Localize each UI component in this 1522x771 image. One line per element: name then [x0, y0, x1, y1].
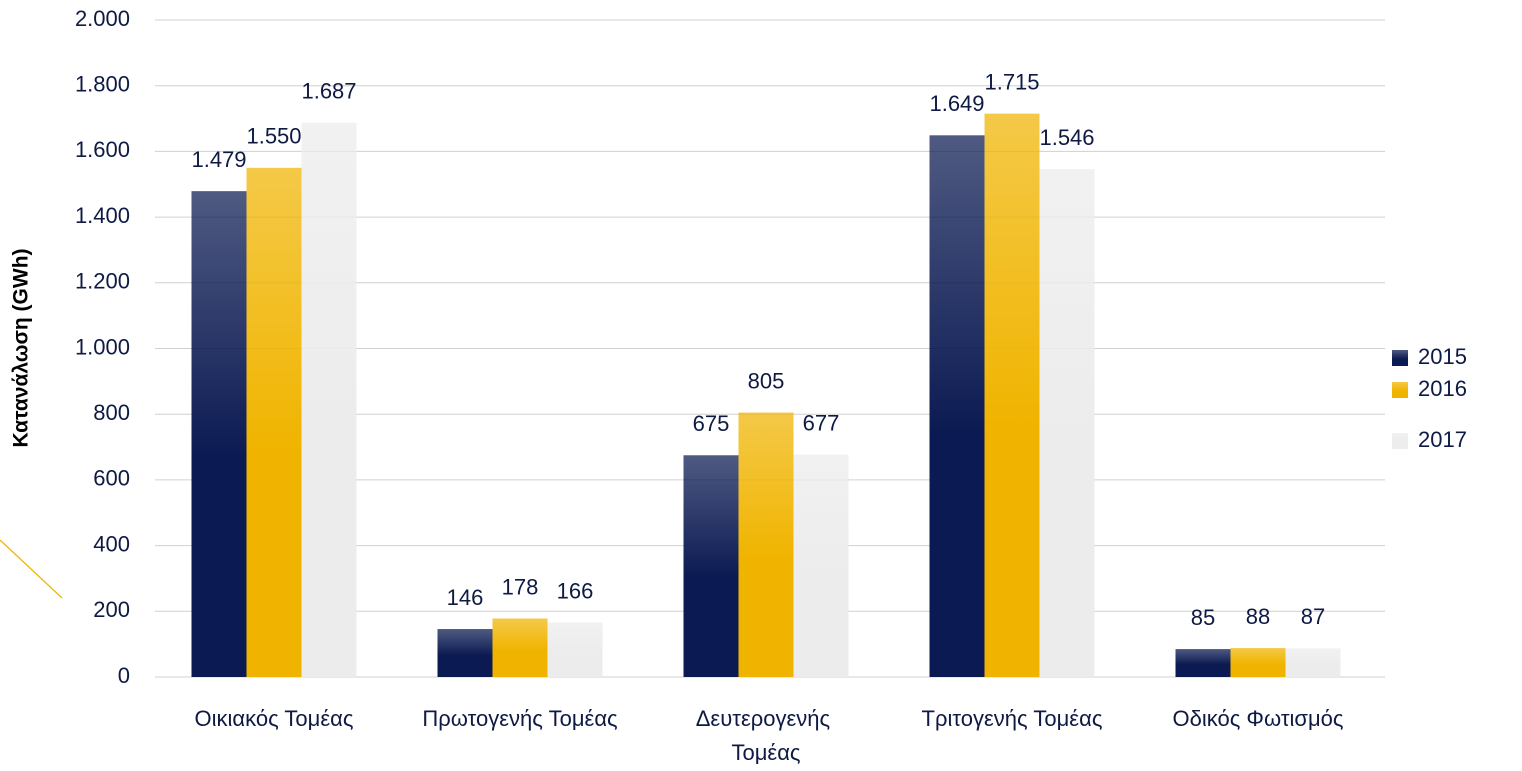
- y-tick-label: 1.800: [75, 72, 130, 97]
- bar: [738, 412, 794, 677]
- data-label: 1.546: [1039, 125, 1094, 150]
- y-tick-label: 400: [93, 531, 130, 556]
- bar: [547, 622, 603, 677]
- data-label: 1.687: [301, 79, 356, 104]
- bar: [1285, 648, 1341, 677]
- legend-label: 2016: [1418, 376, 1467, 401]
- x-tick-label: Οδικός Φωτισμός: [1172, 706, 1343, 731]
- y-tick-label: 1.400: [75, 203, 130, 228]
- bar: [437, 629, 493, 677]
- data-label: 166: [557, 578, 594, 603]
- bar: [1230, 648, 1286, 677]
- y-tick-label: 0: [118, 663, 130, 688]
- y-tick-label: 200: [93, 597, 130, 622]
- x-tick-label: Πρωτογενής Τομέας: [422, 706, 617, 731]
- data-label: 675: [693, 411, 730, 436]
- bar: [984, 113, 1040, 677]
- data-label: 1.550: [246, 124, 301, 149]
- data-label: 677: [803, 410, 840, 435]
- legend-swatch: [1392, 350, 1408, 366]
- bar: [492, 618, 548, 677]
- bar: [1175, 649, 1231, 677]
- x-tick-label: Δευτερογενής Τομέας: [696, 706, 837, 765]
- legend-label: 2017: [1418, 427, 1467, 452]
- bar: [929, 135, 985, 678]
- data-label: 1.649: [929, 91, 984, 116]
- data-label: 146: [447, 585, 484, 610]
- decor-line: [0, 539, 63, 599]
- bar: [301, 122, 357, 678]
- y-tick-label: 2.000: [75, 6, 130, 31]
- y-axis-title: Κατανάλωση (GWh): [10, 248, 33, 447]
- y-tick-label: 1.000: [75, 334, 130, 359]
- y-tick-label: 1.600: [75, 137, 130, 162]
- legend-swatch: [1392, 382, 1408, 398]
- bar: [683, 455, 739, 677]
- data-label: 87: [1301, 604, 1325, 629]
- data-label: 85: [1191, 605, 1215, 630]
- data-label: 1.479: [191, 147, 246, 172]
- data-label: 805: [748, 368, 785, 393]
- y-tick-label: 800: [93, 400, 130, 425]
- data-label: 88: [1246, 604, 1270, 629]
- bar: [1039, 169, 1095, 677]
- legend-swatch: [1392, 433, 1408, 449]
- bar: [246, 167, 302, 677]
- data-label: 1.715: [984, 69, 1039, 94]
- y-tick-label: 600: [93, 466, 130, 491]
- legend-label: 2015: [1418, 344, 1467, 369]
- data-label: 178: [502, 574, 539, 599]
- y-tick-label: 1.200: [75, 269, 130, 294]
- bar: [793, 454, 849, 677]
- x-tick-label: Τριτογενής Τομέας: [922, 706, 1103, 731]
- bar: [191, 191, 247, 677]
- x-tick-label: Οικιακός Τομέας: [195, 706, 354, 731]
